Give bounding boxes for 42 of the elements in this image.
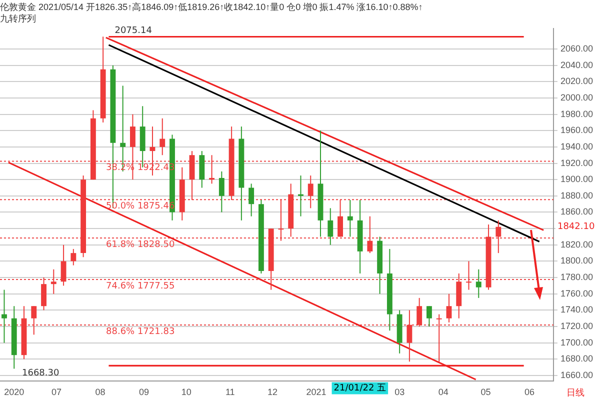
y-tick-label: 1760.00 [560,288,594,298]
y-tick-label: 2000.00 [560,92,594,102]
y-tick-label: 1700.00 [560,337,594,348]
x-tick-label: 2021 [306,387,326,398]
text: 日线 [566,387,584,398]
y-tick-label: 2020.00 [560,76,594,86]
y-tick-label: 1980.00 [560,108,594,119]
y-tick-label: 1900.00 [560,174,594,184]
y-tick-label: 1860.00 [560,206,594,217]
x-tick-label: 11 [225,387,235,398]
text: 1842.10 [557,222,595,232]
x-tick-label: 08 [95,387,106,398]
y-tick-label: 1800.00 [560,256,594,266]
annotation: 1668.30 [22,368,60,379]
x-tick-label: 04 [438,387,448,398]
x-tick-label: 06 [524,387,534,398]
ref-line-label: 74.6% 1777.55 [106,281,175,292]
y-tick-label: 1880.00 [560,190,594,200]
chart-subtitle: 九转序列 [0,14,36,24]
ref-line-label: 61.8% 1828.50 [106,240,175,250]
x-tick-label: 03 [394,387,405,398]
text: 21/01/22 五 [334,384,386,394]
y-tick-label: 1740.00 [560,304,594,315]
y-tick-label: 1660.00 [560,370,594,380]
x-tick-label: 07 [51,387,62,398]
y-tick-label: 1680.00 [560,354,594,364]
x-tick-label: 2020 [4,387,24,398]
y-tick-label: 1960.00 [560,125,594,136]
y-tick-label: 1820.00 [560,239,594,250]
x-tick-label: 09 [139,387,150,398]
x-tick-label: 05 [480,387,491,398]
chart-title: 伦敦黄金 2021/05/14 开1826.35↑高1846.09↑低1819.26↑收1842.10↑量0 仓0 增0 振1.47% 涨16.10↑0.88%↑ [0,2,423,12]
y-tick-label: 1720.00 [560,321,594,331]
y-tick-label: 1920.00 [560,158,594,168]
x-tick-label: 10 [181,387,192,398]
ref-line-label: 88.6% 1721.83 [106,326,175,337]
x-tick-label: 12 [267,387,278,398]
y-tick-label: 2040.00 [560,60,594,70]
annotation: 2075.14 [114,26,152,36]
y-tick-label: 1940.00 [560,141,594,152]
y-tick-label: 2060.00 [560,43,594,54]
y-tick-label: 1780.00 [560,272,594,282]
